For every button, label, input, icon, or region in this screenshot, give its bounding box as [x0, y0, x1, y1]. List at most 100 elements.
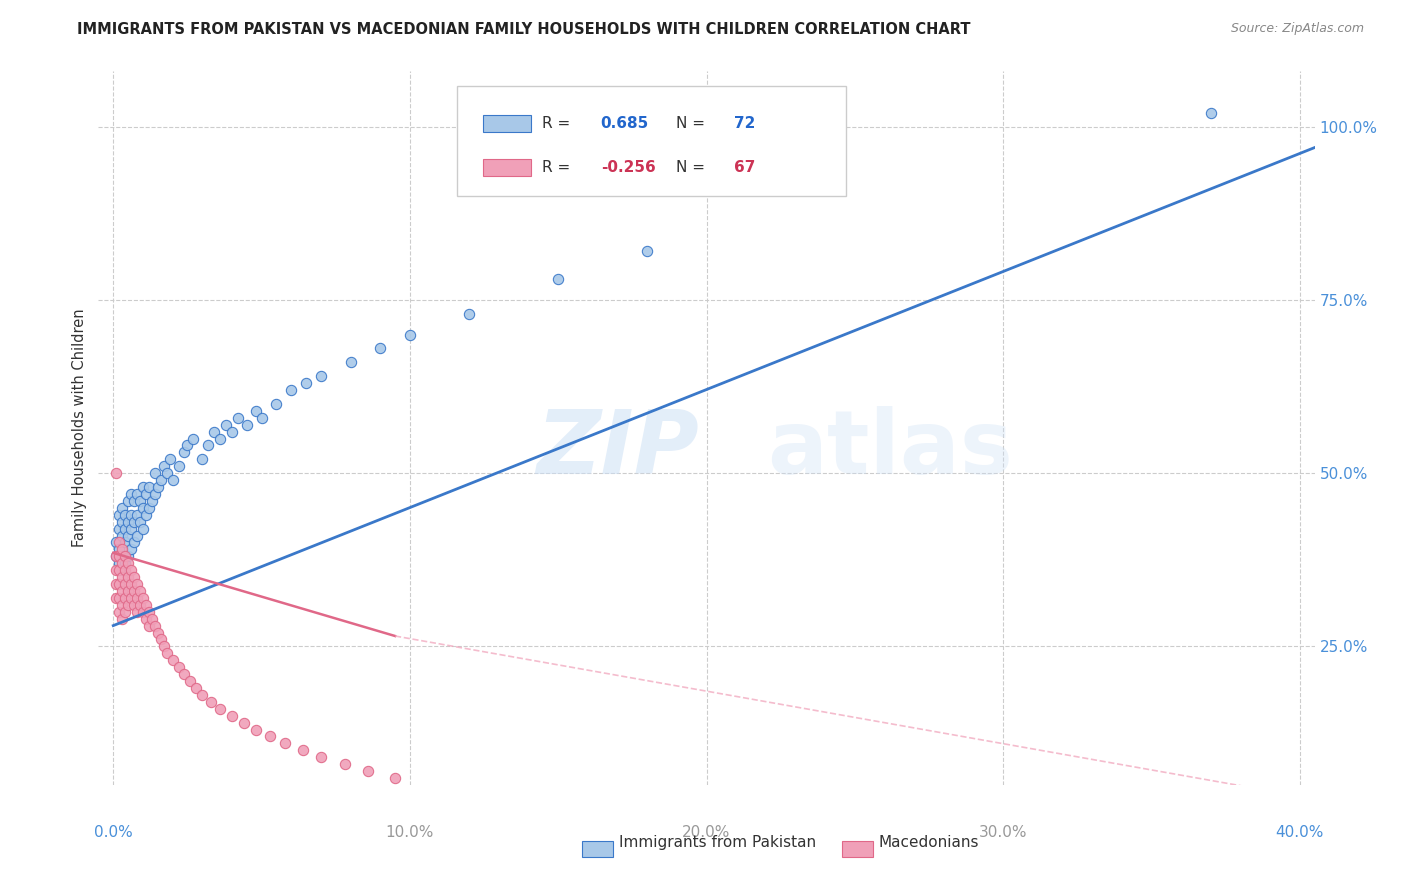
Point: [221, 708, 243, 723]
Point: [108, 591, 131, 605]
Text: IMMIGRANTS FROM PAKISTAN VS MACEDONIAN FAMILY HOUSEHOLDS WITH CHILDREN CORRELATI: IMMIGRANTS FROM PAKISTAN VS MACEDONIAN F…: [77, 22, 970, 37]
Point: [111, 563, 134, 577]
Point: [132, 605, 155, 619]
Point: [209, 432, 232, 446]
Point: [132, 480, 155, 494]
Point: [245, 404, 267, 418]
Point: [138, 605, 160, 619]
Point: [1199, 106, 1222, 120]
Point: [138, 500, 160, 515]
Point: [111, 584, 134, 599]
Point: [226, 410, 249, 425]
Point: [232, 715, 254, 730]
FancyBboxPatch shape: [457, 86, 846, 196]
Text: 0.0%: 0.0%: [94, 825, 132, 840]
Text: R =: R =: [543, 116, 575, 131]
Point: [122, 570, 145, 584]
Text: 67: 67: [734, 161, 756, 175]
Point: [167, 459, 190, 474]
Point: [111, 598, 134, 612]
Point: [108, 563, 131, 577]
Point: [191, 452, 214, 467]
Point: [122, 494, 145, 508]
Point: [215, 417, 238, 432]
Point: [636, 244, 658, 259]
Point: [125, 487, 148, 501]
Text: ZIP: ZIP: [536, 406, 699, 493]
Text: Source: ZipAtlas.com: Source: ZipAtlas.com: [1230, 22, 1364, 36]
Point: [129, 598, 152, 612]
Point: [138, 618, 160, 632]
Point: [191, 688, 214, 702]
Point: [156, 646, 179, 660]
Point: [250, 410, 273, 425]
Point: [117, 515, 139, 529]
Point: [108, 508, 131, 522]
Text: -0.256: -0.256: [600, 161, 655, 175]
Point: [117, 494, 139, 508]
Point: [120, 591, 142, 605]
Point: [108, 535, 131, 549]
Text: 0.685: 0.685: [600, 116, 650, 131]
Point: [105, 591, 128, 605]
Point: [108, 605, 131, 619]
Point: [159, 452, 181, 467]
Point: [114, 563, 136, 577]
Point: [186, 681, 208, 695]
Point: [114, 577, 136, 591]
Point: [152, 640, 174, 654]
Point: [200, 695, 222, 709]
Point: [368, 342, 391, 356]
Point: [108, 577, 131, 591]
Point: [120, 577, 142, 591]
Point: [111, 612, 134, 626]
Point: [117, 598, 139, 612]
Point: [146, 625, 169, 640]
Point: [120, 522, 142, 536]
Point: [357, 764, 380, 778]
Text: atlas: atlas: [768, 406, 1014, 493]
Point: [221, 425, 243, 439]
Point: [111, 556, 134, 570]
Point: [384, 771, 406, 785]
Point: [117, 528, 139, 542]
Point: [114, 522, 136, 536]
Text: N =: N =: [676, 116, 710, 131]
Point: [458, 307, 481, 321]
Point: [141, 612, 163, 626]
Point: [108, 522, 131, 536]
Point: [117, 570, 139, 584]
Text: Immigrants from Pakistan: Immigrants from Pakistan: [619, 835, 815, 849]
Point: [309, 369, 332, 384]
Point: [120, 542, 142, 557]
Point: [132, 591, 155, 605]
Point: [132, 522, 155, 536]
Point: [173, 445, 195, 459]
Point: [135, 612, 157, 626]
Point: [292, 743, 315, 757]
Text: 72: 72: [734, 116, 756, 131]
Text: Macedonians: Macedonians: [879, 835, 979, 849]
Point: [122, 584, 145, 599]
Text: R =: R =: [543, 161, 575, 175]
Text: 40.0%: 40.0%: [1275, 825, 1324, 840]
Point: [295, 376, 318, 391]
Point: [117, 549, 139, 564]
Point: [135, 487, 157, 501]
Point: [176, 438, 198, 452]
Point: [111, 500, 134, 515]
Text: 30.0%: 30.0%: [979, 825, 1028, 840]
Point: [120, 508, 142, 522]
Point: [280, 383, 302, 397]
Point: [108, 542, 131, 557]
Point: [114, 549, 136, 564]
Point: [129, 494, 152, 508]
FancyBboxPatch shape: [482, 159, 531, 177]
Point: [162, 653, 184, 667]
Point: [235, 417, 257, 432]
Point: [547, 272, 569, 286]
Point: [114, 556, 136, 570]
Point: [117, 556, 139, 570]
Point: [122, 598, 145, 612]
Point: [141, 494, 163, 508]
